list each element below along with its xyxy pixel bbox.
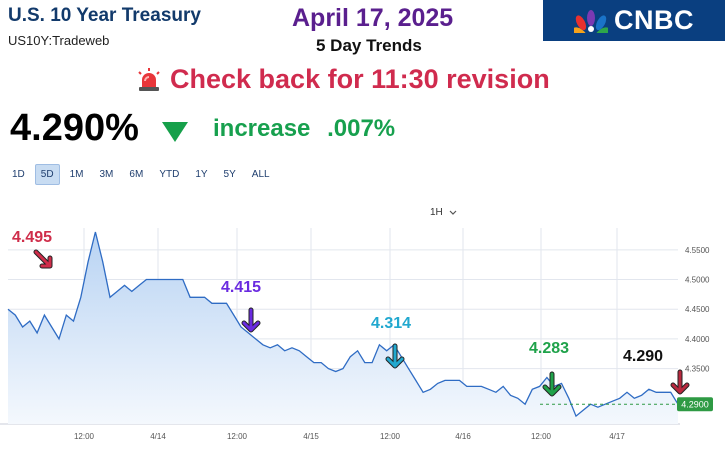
annotation-arrow-icon [33, 249, 53, 269]
annotation-arrow-icon [542, 371, 562, 397]
y-tick-label: 4.5500 [685, 246, 710, 255]
y-tick-label: 4.5000 [685, 276, 710, 285]
change-value: .007% [327, 115, 396, 142]
x-tick-label: 4/16 [455, 432, 471, 441]
y-tick-label: 4.3500 [685, 365, 710, 374]
cnbc-logo: CNBC [543, 0, 725, 41]
x-tick-label: 4/14 [150, 432, 166, 441]
annotation-label: 4.415 [221, 279, 261, 296]
date-heading: April 17, 2025 [292, 4, 454, 32]
logo-text: CNBC [614, 5, 694, 35]
current-price: 4.290% [10, 107, 139, 149]
y-tick-label: 4.4500 [685, 305, 710, 314]
x-tick-label: 12:00 [74, 432, 95, 441]
range-tab-1y[interactable]: 1Y [195, 169, 208, 180]
range-tab-ytd[interactable]: YTD [159, 169, 180, 180]
change-label: increase [213, 115, 311, 142]
annotation-arrow-icon [241, 307, 261, 333]
alert-text: Check back for 11:30 revision [170, 64, 550, 94]
annotation-label: 4.314 [371, 315, 411, 332]
range-tab-all[interactable]: ALL [251, 169, 270, 180]
area-series [7, 231, 679, 424]
range-tab-5d[interactable]: 5D [34, 164, 60, 185]
interval-select[interactable]: 1H [430, 207, 457, 218]
siren-icon [138, 67, 160, 91]
symbol-subtitle: US10Y:Tradeweb [8, 33, 110, 48]
x-tick-label: 4/15 [303, 432, 319, 441]
range-tab-3m[interactable]: 3M [99, 169, 114, 180]
series-line [7, 231, 679, 418]
trends-subheading: 5 Day Trends [316, 36, 422, 55]
change-summary: increase .007% [213, 115, 395, 143]
series-area [8, 232, 678, 424]
annotation-label: 4.283 [529, 340, 569, 357]
range-tab-1d[interactable]: 1D [12, 169, 25, 180]
down-triangle-icon [162, 122, 188, 142]
peacock-icon [574, 9, 608, 33]
revision-alert: Check back for 11:30 revision [136, 64, 550, 95]
range-tab-5y[interactable]: 5Y [223, 169, 236, 180]
x-tick-label: 12:00 [380, 432, 401, 441]
range-tab-1m[interactable]: 1M [69, 169, 84, 180]
x-tick-label: 4/17 [609, 432, 625, 441]
yield-chart: 12:00 4/14 12:00 4/15 12:00 4/16 12:00 4/17 4.55… [0, 228, 713, 441]
current-value-label: 4.2900 [681, 400, 709, 410]
annotation-arrow-icon [670, 369, 690, 395]
range-tab-6m[interactable]: 6M [129, 169, 144, 180]
page-title: U.S. 10 Year Treasury [8, 5, 201, 26]
interval-label: 1H [430, 207, 443, 218]
x-tick-label: 12:00 [531, 432, 552, 441]
annotation-label: 4.290 [623, 348, 663, 365]
x-tick-label: 12:00 [227, 432, 248, 441]
annotation-arrow-icon [385, 343, 405, 369]
range-tabs: 1D 5D 1M 3M 6M YTD 1Y 5Y ALL [6, 164, 276, 185]
current-value-badge [677, 397, 713, 412]
annotation-label: 4.495 [12, 229, 52, 246]
axis-labels: 12:00 4/14 12:00 4/15 12:00 4/16 12:00 4/17 4.55… [74, 246, 713, 441]
annotations: 4.495 4.415 4.314 4.283 4.290 [12, 229, 690, 397]
chevron-down-icon [449, 210, 457, 215]
y-tick-label: 4.4000 [685, 335, 710, 344]
